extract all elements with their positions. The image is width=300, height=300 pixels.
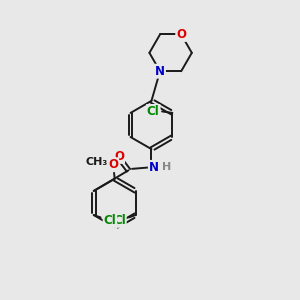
Text: Cl: Cl — [103, 214, 116, 227]
Text: N: N — [155, 65, 165, 78]
Text: Cl: Cl — [113, 214, 126, 227]
Text: H: H — [162, 162, 171, 172]
Text: O: O — [176, 28, 186, 41]
Text: CH₃: CH₃ — [86, 158, 108, 167]
Text: O: O — [108, 158, 118, 171]
Text: Cl: Cl — [147, 105, 160, 118]
Text: N: N — [149, 161, 159, 174]
Text: O: O — [114, 150, 124, 163]
